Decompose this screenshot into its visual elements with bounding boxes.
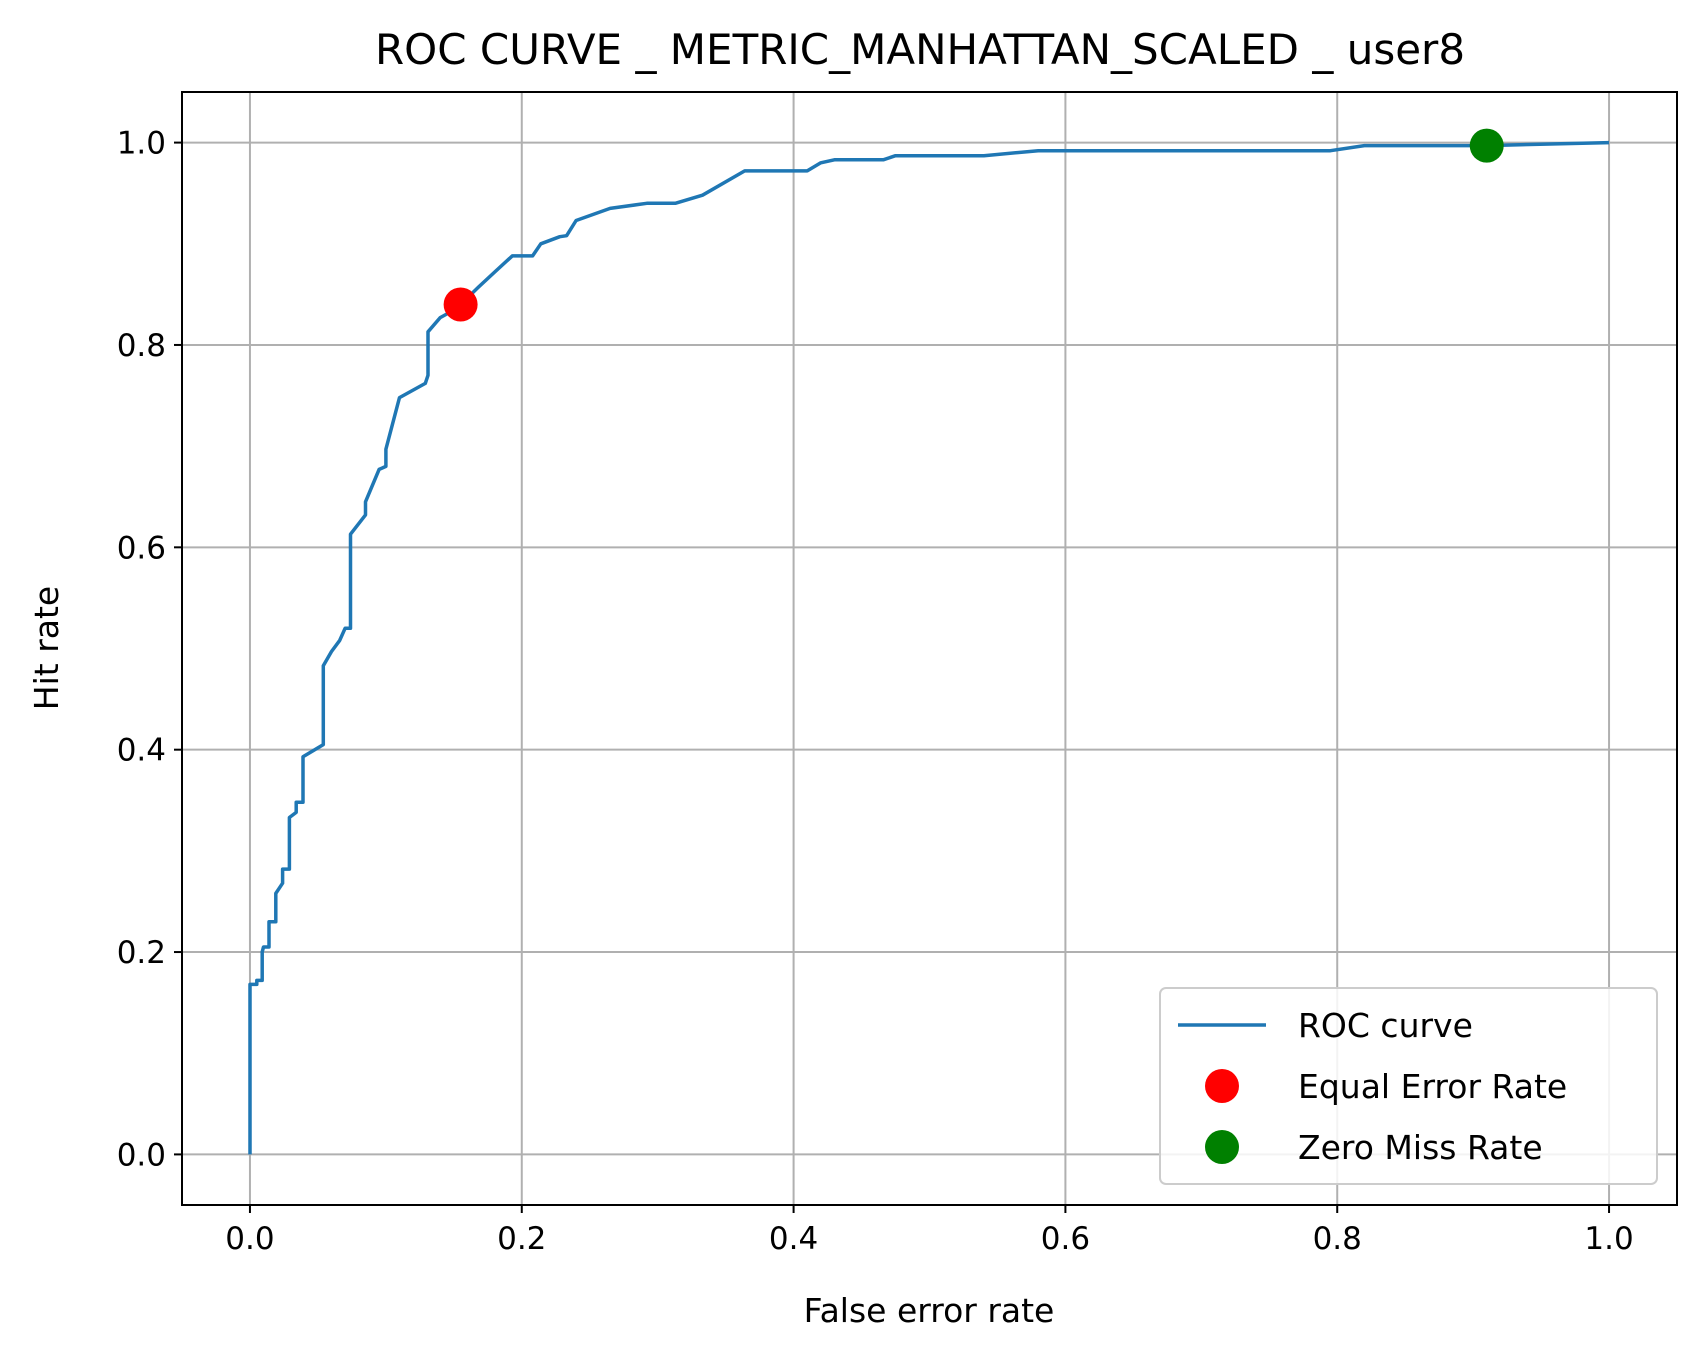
zero-miss-rate-marker (1469, 128, 1504, 163)
axis-ticks: 0.0 0.2 0.4 0.6 0.8 1.0 0.0 0.2 0.4 0.6 0.8 1.0 (117, 126, 1634, 1257)
y-tick-label: 0.2 (117, 935, 166, 971)
y-axis-label: Hit rate (27, 586, 66, 710)
y-tick-label: 0.4 (117, 733, 166, 769)
x-tick-label: 0.4 (769, 1221, 818, 1257)
x-tick-label: 0.8 (1313, 1221, 1362, 1257)
y-tick-label: 0.8 (117, 328, 166, 364)
plot-area-frame (181, 91, 1678, 1206)
x-tick-label: 0.0 (225, 1221, 274, 1257)
roc-curve-line (248, 140, 1610, 1155)
legend-marker-swatch (1205, 1069, 1239, 1103)
legend-label: Equal Error Rate (1298, 1067, 1567, 1106)
legend-marker-swatch (1205, 1130, 1239, 1164)
chart-title: ROC CURVE _ METRIC_MANHATTAN_SCALED _ us… (375, 25, 1465, 74)
equal-error-rate-marker (443, 287, 478, 322)
x-tick-label: 0.6 (1041, 1221, 1090, 1257)
x-axis-label: False error rate (804, 1291, 1055, 1330)
legend: ROC curve Equal Error Rate Zero Miss Rate (1159, 987, 1658, 1185)
legend-box (1159, 987, 1658, 1185)
legend-label: ROC curve (1298, 1006, 1473, 1045)
legend-entries: ROC curve Equal Error Rate Zero Miss Rate (1178, 1006, 1567, 1167)
y-tick-label: 0.6 (117, 530, 166, 566)
y-tick-label: 0.0 (117, 1137, 166, 1173)
y-tick-label: 1.0 (117, 126, 166, 162)
legend-label: Zero Miss Rate (1298, 1128, 1543, 1167)
x-tick-label: 1.0 (1584, 1221, 1633, 1257)
series-layer (248, 128, 1610, 1155)
x-tick-label: 0.2 (497, 1221, 546, 1257)
grid (182, 92, 1677, 1205)
